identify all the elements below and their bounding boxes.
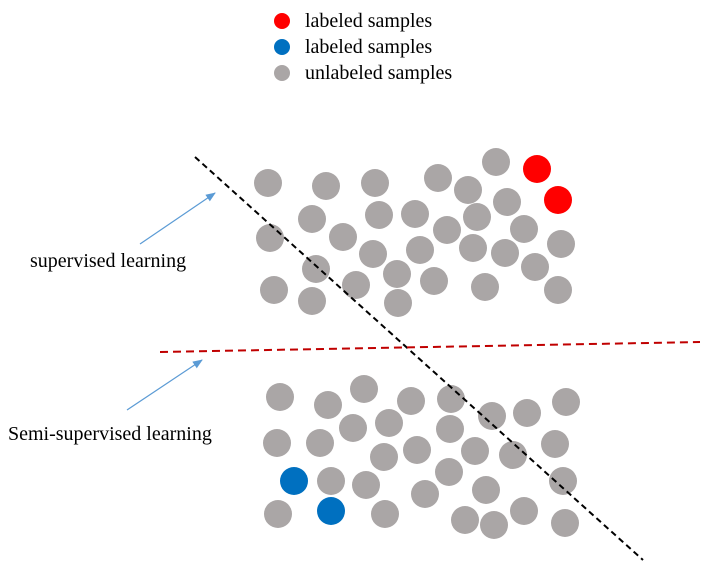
labeled-sample-red <box>523 155 551 183</box>
unlabeled-sample <box>339 414 367 442</box>
unlabeled-sample <box>551 509 579 537</box>
unlabeled-sample <box>314 391 342 419</box>
unlabeled-sample <box>370 443 398 471</box>
unlabeled-sample <box>424 164 452 192</box>
unlabeled-sample <box>491 239 519 267</box>
unlabeled-sample <box>549 467 577 495</box>
unlabeled-sample <box>454 176 482 204</box>
unlabeled-sample <box>361 169 389 197</box>
unlabeled-sample <box>451 506 479 534</box>
unlabeled-sample <box>306 429 334 457</box>
semi-supervised-arrow <box>126 359 203 411</box>
unlabeled-sample <box>383 260 411 288</box>
legend-blue-marker <box>274 39 290 55</box>
supervised-label: supervised learning <box>30 250 186 272</box>
unlabeled-sample <box>435 458 463 486</box>
unlabeled-sample <box>472 476 500 504</box>
unlabeled-sample <box>541 430 569 458</box>
unlabeled-sample <box>365 201 393 229</box>
unlabeled-sample <box>482 148 510 176</box>
unlabeled-sample <box>471 273 499 301</box>
unlabeled-sample <box>411 480 439 508</box>
unlabeled-sample <box>513 399 541 427</box>
unlabeled-sample <box>544 276 572 304</box>
unlabeled-sample <box>401 200 429 228</box>
unlabeled-sample <box>420 267 448 295</box>
unlabeled-sample <box>298 205 326 233</box>
unlabeled-sample <box>298 287 326 315</box>
unlabeled-sample <box>329 223 357 251</box>
unlabeled-sample <box>437 385 465 413</box>
unlabeled-sample <box>403 436 431 464</box>
unlabeled-sample <box>552 388 580 416</box>
unlabeled-sample <box>302 255 330 283</box>
labeled-sample-blue <box>280 467 308 495</box>
unlabeled-sample <box>254 169 282 197</box>
unlabeled-sample <box>371 500 399 528</box>
unlabeled-sample <box>312 172 340 200</box>
unlabeled-sample <box>459 234 487 262</box>
unlabeled-sample <box>478 402 506 430</box>
legend-label-blue: labeled samples <box>305 36 432 58</box>
unlabeled-sample <box>317 467 345 495</box>
unlabeled-sample <box>436 415 464 443</box>
legend-red-marker <box>274 13 290 29</box>
supervised-boundary <box>194 156 644 561</box>
unlabeled-sample <box>510 497 538 525</box>
unlabeled-sample <box>463 203 491 231</box>
unlabeled-sample <box>352 471 380 499</box>
legend-label-red: labeled samples <box>305 10 432 32</box>
unlabeled-sample <box>359 240 387 268</box>
supervised-arrow <box>139 192 216 245</box>
unlabeled-sample <box>375 409 403 437</box>
unlabeled-sample <box>263 429 291 457</box>
unlabeled-sample <box>521 253 549 281</box>
unlabeled-sample <box>461 437 489 465</box>
unlabeled-sample <box>499 441 527 469</box>
unlabeled-sample <box>350 375 378 403</box>
legend: labeled samples labeled samples unlabele… <box>274 10 452 84</box>
legend-gray-marker <box>274 65 290 81</box>
unlabeled-sample <box>384 289 412 317</box>
unlabeled-sample <box>547 230 575 258</box>
unlabeled-sample <box>480 511 508 539</box>
unlabeled-sample <box>397 387 425 415</box>
unlabeled-sample <box>493 188 521 216</box>
unlabeled-sample <box>510 215 538 243</box>
unlabeled-sample <box>433 216 461 244</box>
legend-label-gray: unlabeled samples <box>305 62 452 84</box>
unlabeled-sample <box>256 224 284 252</box>
semi-supervised-label: Semi-supervised learning <box>8 423 212 445</box>
unlabeled-sample <box>406 236 434 264</box>
labeled-sample-blue <box>317 497 345 525</box>
sample-points <box>254 148 580 539</box>
labeled-sample-red <box>544 186 572 214</box>
unlabeled-sample <box>260 276 288 304</box>
unlabeled-sample <box>266 383 294 411</box>
semi-supervised-boundary <box>159 341 701 353</box>
unlabeled-sample <box>264 500 292 528</box>
unlabeled-sample <box>342 271 370 299</box>
